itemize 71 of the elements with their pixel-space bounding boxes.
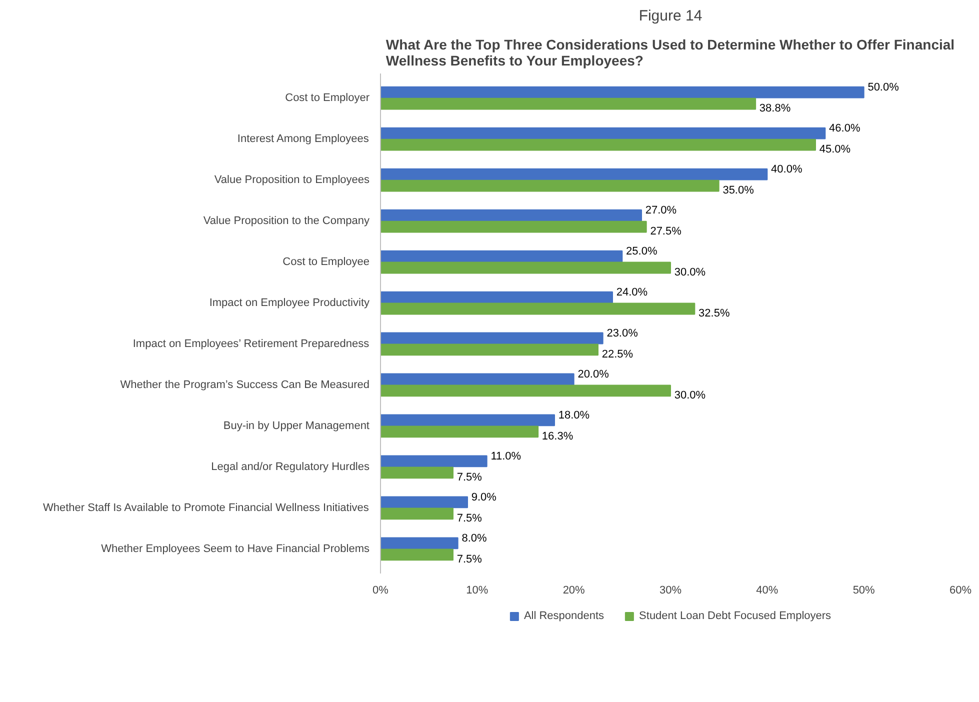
bar bbox=[380, 262, 671, 274]
legend-label: All Respondents bbox=[524, 610, 604, 622]
bar bbox=[380, 168, 768, 180]
y-tick-label: Cost to Employee bbox=[282, 256, 370, 268]
bar bbox=[380, 250, 623, 262]
data-label: 27.5% bbox=[650, 226, 682, 238]
bar bbox=[380, 373, 574, 386]
bar bbox=[380, 138, 816, 151]
y-tick-label: Impact on Employees’ Retirement Preparedness bbox=[132, 338, 370, 350]
bar bbox=[380, 344, 598, 356]
y-tick-label: Whether Staff Is Available to Promote Financial Wellness Initiatives bbox=[43, 502, 370, 514]
y-tick-label: Interest Among Employees bbox=[237, 133, 370, 146]
x-tick-label: 0% bbox=[372, 584, 389, 596]
y-tick-label: Value Proposition to Employees bbox=[214, 174, 370, 186]
legend-label: Student Loan Debt Focused Employers bbox=[639, 610, 832, 622]
data-label: 22.5% bbox=[602, 348, 634, 361]
y-tick-label: Cost to Employer bbox=[285, 92, 370, 104]
bar bbox=[380, 291, 613, 304]
data-label: 25.0% bbox=[626, 245, 658, 258]
bar bbox=[380, 537, 458, 550]
y-tick-label: Impact on Employee Productivity bbox=[209, 297, 370, 310]
data-label: 8.0% bbox=[462, 532, 487, 544]
x-tick-label: 50% bbox=[852, 584, 876, 596]
x-tick-label: 10% bbox=[466, 584, 488, 596]
y-tick-label: Whether the Program’s Success Can Be Measured bbox=[120, 378, 370, 391]
data-label: 16.3% bbox=[542, 430, 574, 443]
bar bbox=[380, 466, 454, 479]
bar bbox=[380, 414, 555, 426]
bar bbox=[380, 302, 696, 315]
bar bbox=[380, 209, 642, 222]
bar bbox=[380, 86, 864, 98]
bar bbox=[380, 98, 756, 110]
data-label: 24.0% bbox=[616, 286, 648, 298]
x-tick-label: 20% bbox=[562, 584, 586, 596]
bar bbox=[380, 127, 826, 140]
data-label: 46.0% bbox=[829, 122, 860, 134]
data-label: 9.0% bbox=[471, 491, 497, 504]
data-label: 50.0% bbox=[868, 81, 900, 94]
data-label: 27.0% bbox=[645, 204, 677, 216]
bar bbox=[380, 426, 539, 438]
x-tick-label: 60% bbox=[949, 584, 972, 596]
bar bbox=[380, 180, 720, 192]
data-label: 45.0% bbox=[819, 144, 851, 156]
chart-title: Figure 14 bbox=[638, 8, 702, 24]
data-label: 11.0% bbox=[490, 450, 522, 462]
data-label: 23.0% bbox=[606, 327, 638, 340]
bar bbox=[380, 496, 468, 508]
data-label: 35.0% bbox=[722, 184, 754, 197]
data-label: 7.5% bbox=[456, 554, 482, 566]
data-label: 32.5% bbox=[698, 308, 730, 320]
y-tick-label: Whether Employees Seem to Have Financial Problems bbox=[101, 542, 370, 555]
data-label: 40.0% bbox=[771, 163, 802, 176]
bar bbox=[380, 220, 647, 233]
data-label: 38.8% bbox=[759, 102, 791, 115]
x-tick-label: 40% bbox=[756, 584, 778, 596]
data-label: 20.0% bbox=[578, 368, 610, 380]
data-label: 30.0% bbox=[674, 266, 706, 279]
y-tick-label: Legal and/or Regulatory Hurdles bbox=[211, 460, 370, 473]
y-tick-label: Value Proposition to the Company bbox=[203, 215, 370, 228]
data-label: 7.5% bbox=[456, 472, 482, 484]
data-label: 18.0% bbox=[558, 409, 590, 422]
data-label: 30.0% bbox=[674, 390, 706, 402]
y-tick-label: Buy-in by Upper Management bbox=[223, 420, 370, 432]
data-label: 7.5% bbox=[456, 512, 482, 525]
bar bbox=[380, 332, 604, 344]
bar bbox=[380, 384, 671, 397]
chart-subtitle: What Are the Top Three Considerations Used to Determine Whether to Offer Financial Wellness Benefits to Your Employees? bbox=[386, 36, 955, 68]
x-tick-label: 30% bbox=[659, 584, 682, 596]
bar bbox=[380, 508, 454, 520]
bar bbox=[380, 548, 454, 561]
bar bbox=[380, 455, 488, 468]
